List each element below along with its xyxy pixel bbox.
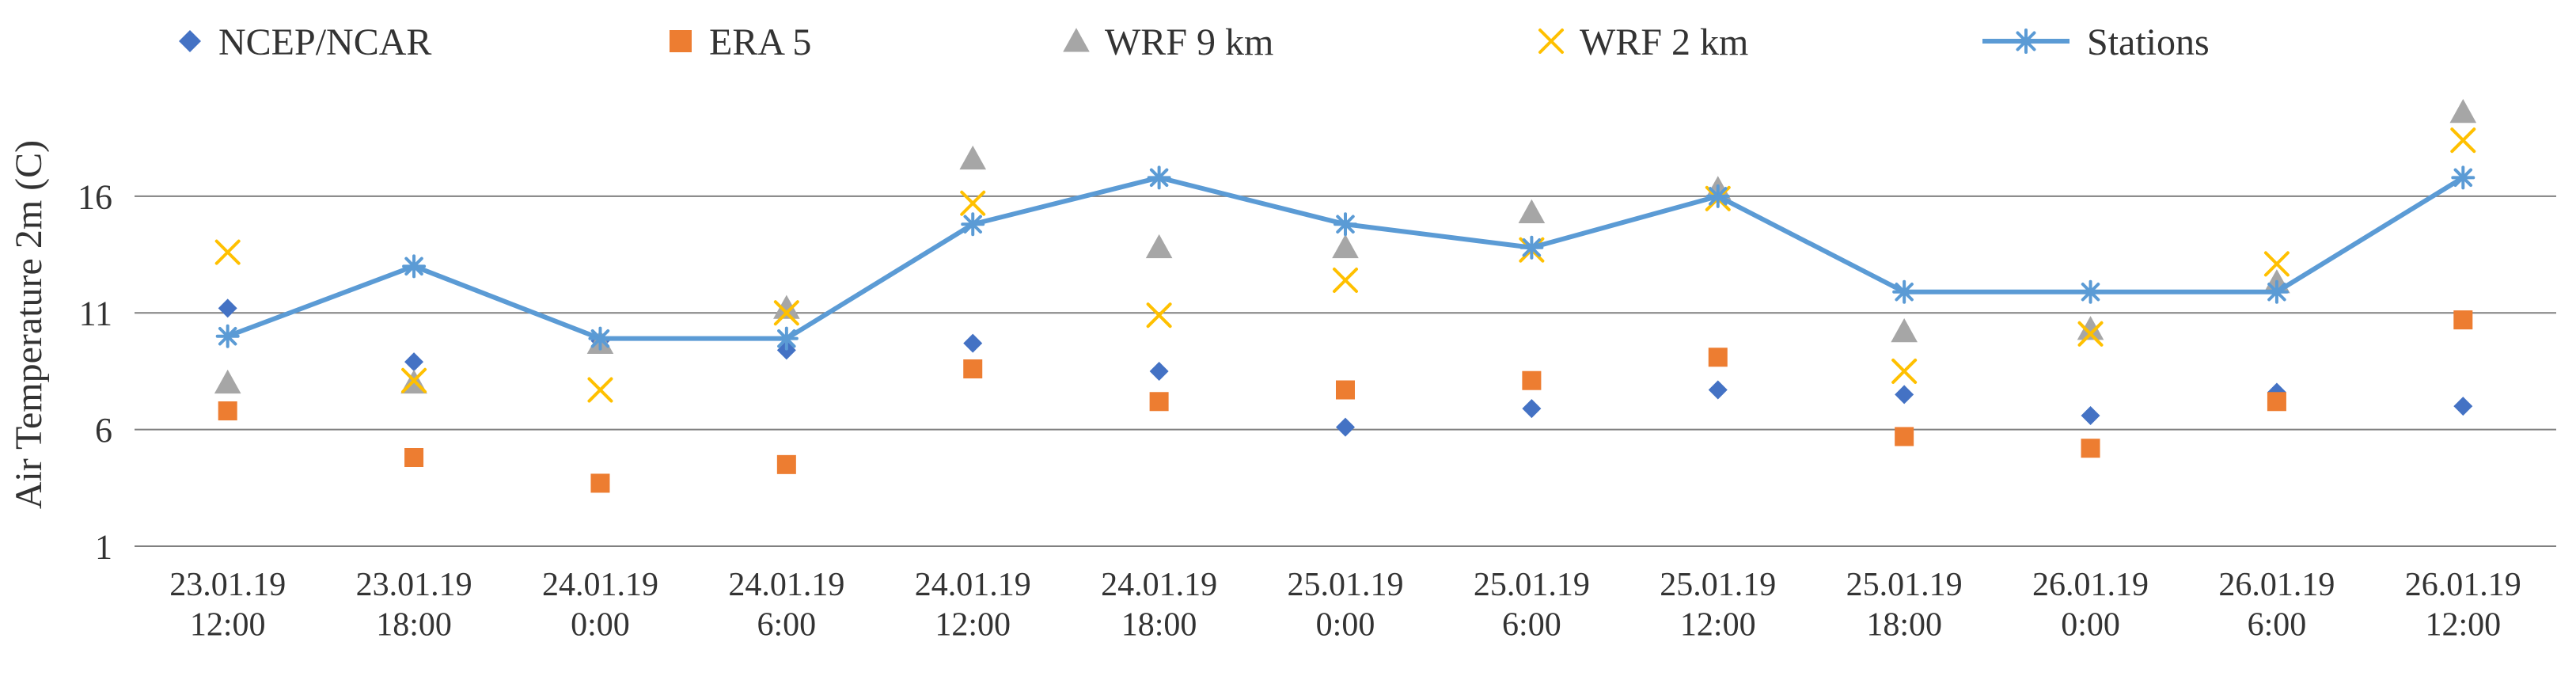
xtick-date: 24.01.19 (542, 567, 658, 603)
temperature-chart: 161116Air Temperature 2m (C)23.01.1912:0… (0, 0, 2576, 680)
xtick-time: 6:00 (1502, 606, 1561, 643)
xtick-time: 12:00 (935, 606, 1011, 643)
legend-label: NCEP/NCAR (218, 21, 431, 63)
xtick-time: 18:00 (1866, 606, 1942, 643)
xtick-time: 12:00 (2425, 606, 2501, 643)
xtick-date: 26.01.19 (2032, 567, 2149, 603)
ytick-label: 6 (95, 411, 112, 450)
legend-label: ERA 5 (709, 21, 811, 63)
ytick-label: 16 (78, 177, 112, 216)
legend-label: Stations (2087, 21, 2210, 63)
ytick-label: 11 (79, 294, 112, 333)
xtick-date: 23.01.19 (169, 567, 286, 603)
xtick-time: 6:00 (2248, 606, 2307, 643)
xtick-date: 24.01.19 (1101, 567, 1217, 603)
ytick-label: 1 (95, 527, 112, 566)
xtick-time: 12:00 (1680, 606, 1756, 643)
xtick-date: 26.01.19 (2405, 567, 2521, 603)
xtick-date: 24.01.19 (728, 567, 844, 603)
xtick-time: 12:00 (190, 606, 266, 643)
xtick-time: 0:00 (2061, 606, 2120, 643)
xtick-date: 25.01.19 (1288, 567, 1404, 603)
xtick-date: 25.01.19 (1474, 567, 1590, 603)
xtick-date: 26.01.19 (2218, 567, 2335, 603)
xtick-time: 0:00 (1316, 606, 1375, 643)
xtick-time: 0:00 (571, 606, 630, 643)
xtick-date: 23.01.19 (356, 567, 472, 603)
y-axis-label: Air Temperature 2m (C) (8, 140, 50, 509)
legend-label: WRF 2 km (1580, 21, 1748, 63)
xtick-date: 24.01.19 (915, 567, 1031, 603)
xtick-time: 6:00 (757, 606, 817, 643)
xtick-time: 18:00 (1121, 606, 1197, 643)
legend-label: WRF 9 km (1105, 21, 1273, 63)
chart-container: 161116Air Temperature 2m (C)23.01.1912:0… (0, 0, 2576, 680)
xtick-date: 25.01.19 (1660, 567, 1776, 603)
xtick-date: 25.01.19 (1846, 567, 1963, 603)
xtick-time: 18:00 (376, 606, 452, 643)
